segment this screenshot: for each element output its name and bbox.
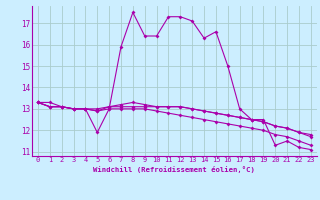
X-axis label: Windchill (Refroidissement éolien,°C): Windchill (Refroidissement éolien,°C): [93, 166, 255, 173]
